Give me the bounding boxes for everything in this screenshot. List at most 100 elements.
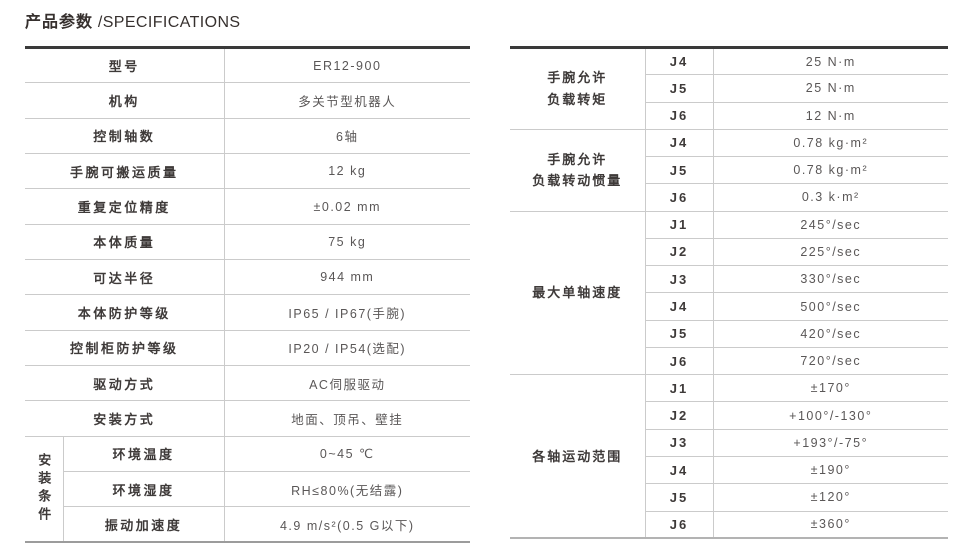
row-label: 机构 [25, 82, 225, 119]
row-value: 944 mm [223, 259, 471, 296]
axis-label: J5 [644, 483, 713, 512]
row-value: 720°/sec [712, 347, 948, 376]
axis-label: J4 [644, 47, 713, 76]
row-label: 本体质量 [25, 224, 225, 261]
row-value: RH≤80%(无结露) [223, 471, 471, 508]
row-value: 0~45 ℃ [223, 436, 471, 473]
row-label: 可达半径 [25, 259, 225, 296]
axis-label: J5 [644, 320, 713, 348]
table-row: J6 720°/sec [510, 347, 948, 376]
page-title: 产品参数 /SPECIFICATIONS [25, 8, 240, 32]
page-title-en: /SPECIFICATIONS [93, 14, 241, 31]
row-value: 245°/sec [712, 211, 948, 239]
row-label: 振动加速度 [62, 506, 225, 543]
table-row: 手腕允许 负载转动惯量 J4 0.78 kg·m² [510, 129, 948, 212]
row-label: 驱动方式 [25, 365, 225, 402]
row-value: 0.78 kg·m² [712, 156, 948, 185]
row-value: ER12-900 [223, 47, 471, 84]
axis-label: J4 [644, 456, 713, 485]
page-title-zh: 产品参数 [25, 14, 94, 31]
row-label: 环境湿度 [62, 471, 225, 508]
axis-label: J4 [644, 129, 713, 158]
axis-label: J3 [644, 429, 713, 457]
row-label: 控制柜防护等级 [25, 330, 225, 367]
row-value: 0.3 k·m² [712, 183, 948, 212]
axis-label: J1 [644, 211, 713, 239]
row-value: 420°/sec [712, 320, 948, 348]
row-label: 本体防护等级 [25, 294, 225, 331]
row-value: IP20 / IP54(选配) [223, 330, 471, 367]
table-row: J6 0.3 k·m² [510, 183, 948, 212]
table-row: J4 ±190° [510, 456, 948, 485]
axis-label: J2 [644, 238, 713, 267]
table-row: 环境湿度 RH≤80%(无结露) [25, 471, 471, 508]
axis-label: J3 [644, 265, 713, 294]
table-row: 机构 多关节型机器人 [25, 82, 471, 119]
axis-label: J6 [644, 511, 713, 539]
row-value: 225°/sec [712, 238, 948, 267]
row-value: ±170° [712, 374, 948, 403]
row-label: 手腕可搬运质量 [25, 153, 225, 190]
row-value: 75 kg [223, 224, 471, 261]
row-value: ±120° [712, 483, 948, 512]
table-row: 手腕允许 负载转矩 J4 25 N·m [510, 47, 948, 130]
table-row: J5 ±120° [510, 483, 948, 512]
row-value: IP65 / IP67(手腕) [223, 294, 471, 331]
row-value: 4.9 m/s²(0.5 G以下) [223, 506, 471, 543]
axis-label: J4 [644, 292, 713, 321]
axis-label: J6 [644, 347, 713, 376]
row-label: 环境温度 [62, 436, 225, 473]
row-value: +193°/-75° [712, 429, 948, 457]
row-value: ±0.02 mm [223, 188, 471, 225]
group-label: 各轴运动范围 [510, 374, 645, 539]
row-value: 500°/sec [712, 292, 948, 321]
table-row: J4 500°/sec [510, 292, 948, 321]
axis-label: J2 [644, 401, 713, 430]
table-row: 安装条件 环境温度 0~45 ℃ [25, 436, 471, 525]
group-label: 手腕允许 负载转动惯量 [510, 129, 645, 212]
row-value: +100°/-130° [712, 401, 948, 430]
install-conditions-label: 安装条件 [36, 453, 52, 526]
table-row: J2 225°/sec [510, 238, 948, 267]
row-value: 12 kg [223, 153, 471, 190]
row-value: 25 N·m [712, 74, 948, 103]
row-value: 6轴 [223, 118, 471, 155]
table-row: J3 330°/sec [510, 265, 948, 294]
axis-label: J5 [644, 74, 713, 103]
table-row: 安装方式 地面、顶吊、壁挂 [25, 400, 471, 437]
row-label: 控制轴数 [25, 118, 225, 155]
table-row: 控制柜防护等级 IP20 / IP54(选配) [25, 330, 471, 367]
table-row: 手腕可搬运质量 12 kg [25, 153, 471, 190]
row-label: 重复定位精度 [25, 188, 225, 225]
table-row: 最大单轴速度 J1 245°/sec [510, 211, 948, 376]
axis-label: J6 [644, 183, 713, 212]
row-value: ±190° [712, 456, 948, 485]
row-value: 多关节型机器人 [223, 82, 471, 119]
table-row: J6 12 N·m [510, 102, 948, 130]
table-row: J6 ±360° [510, 511, 948, 539]
table-row: J5 0.78 kg·m² [510, 156, 948, 185]
axis-spec-table: 手腕允许 负载转矩 J4 25 N·m J5 25 N·m J6 12 N·m … [510, 46, 948, 540]
axis-label: J1 [644, 374, 713, 403]
row-value: 12 N·m [712, 102, 948, 130]
table-row: J5 420°/sec [510, 320, 948, 348]
group-label: 手腕允许 负载转矩 [510, 47, 645, 130]
row-value: 0.78 kg·m² [712, 129, 948, 158]
table-row: 振动加速度 4.9 m/s²(0.5 G以下) [25, 506, 471, 543]
axis-label: J6 [644, 102, 713, 130]
row-value: AC伺服驱动 [223, 365, 471, 402]
row-label: 安装方式 [25, 400, 225, 437]
axis-label: J5 [644, 156, 713, 185]
table-row: 驱动方式 AC伺服驱动 [25, 365, 471, 402]
group-label: 最大单轴速度 [510, 211, 645, 376]
row-value: ±360° [712, 511, 948, 539]
table-row: 型号 ER12-900 [25, 47, 471, 84]
row-label: 型号 [25, 47, 225, 84]
table-row: 本体防护等级 IP65 / IP67(手腕) [25, 294, 471, 331]
table-row: 控制轴数 6轴 [25, 118, 471, 155]
table-row: J2 +100°/-130° [510, 401, 948, 430]
row-value: 330°/sec [712, 265, 948, 294]
table-row: J3 +193°/-75° [510, 429, 948, 457]
general-spec-table: 型号 ER12-900 机构 多关节型机器人 控制轴数 6轴 手腕可搬运质量 1… [25, 46, 471, 544]
